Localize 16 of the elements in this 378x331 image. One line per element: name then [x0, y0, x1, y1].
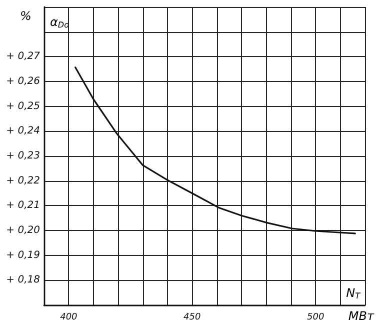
y-tick-label: + 0,26: [6, 76, 40, 87]
y-tick-label: + 0,20: [6, 225, 40, 236]
y-tick-label: + 0,25: [6, 100, 40, 112]
y-tick-label: + 0,23: [6, 150, 40, 162]
y-tick-label: + 0,27: [6, 51, 41, 62]
x-tick-label: 400: [60, 312, 78, 322]
y-tick-label: + 0,18: [6, 274, 40, 286]
x-axis-title: МВт: [348, 309, 376, 323]
x-tick-label: 500: [307, 312, 324, 322]
x-tick-label: 450: [184, 312, 202, 322]
y-tick-label: + 0,24: [6, 126, 40, 137]
y-axis-title: %: [20, 9, 32, 23]
line-series: [74, 66, 356, 234]
y-tick-label: + 0,21: [6, 200, 40, 212]
y-tick-label: + 0,19: [6, 250, 40, 261]
y-tick-label: + 0,22: [6, 175, 40, 186]
